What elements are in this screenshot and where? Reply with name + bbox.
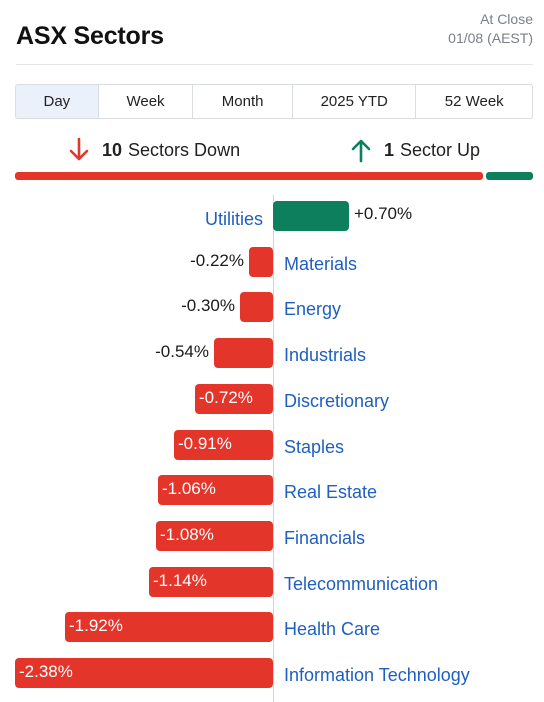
sector-bar — [158, 475, 273, 505]
market-status-label: At Close — [480, 11, 533, 27]
sector-name-link[interactable]: Health Care — [284, 619, 381, 639]
sectors-down-count: 10 — [102, 139, 123, 160]
sector-bar — [214, 338, 273, 368]
sector-change-label: -0.30% — [181, 296, 235, 315]
sector-bar — [15, 658, 273, 688]
sector-name-link[interactable]: Information Technology — [284, 665, 470, 685]
sector-row[interactable]: -2.38% Information Technology — [0, 657, 544, 689]
sector-row[interactable]: +0.70% Utilities — [0, 200, 544, 232]
sector-change-label: -0.22% — [190, 251, 244, 270]
sector-row[interactable]: -1.08% Financials — [0, 520, 544, 552]
sector-row[interactable]: -0.22% Materials — [0, 246, 544, 278]
sector-change-label: -1.92% — [69, 616, 123, 635]
tab-month[interactable]: Month — [193, 85, 293, 118]
sector-bar — [149, 567, 273, 597]
sector-change-label: -0.72% — [199, 388, 253, 407]
advance-segment — [486, 172, 533, 180]
sector-row[interactable]: -0.91% Staples — [0, 429, 544, 461]
period-tabs: Day Week Month 2025 YTD 52 Week — [15, 84, 533, 119]
sectors-up-label: Sector Up — [400, 139, 481, 160]
sector-change-label: -2.38% — [19, 662, 73, 681]
sector-name-link[interactable]: Real Estate — [284, 482, 378, 502]
tab-2025-ytd[interactable]: 2025 YTD — [293, 85, 417, 118]
sector-bar — [249, 247, 273, 277]
sector-name-link[interactable]: Financials — [284, 528, 366, 548]
sector-name-link[interactable]: Utilities — [204, 209, 263, 229]
sector-name-link[interactable]: Staples — [284, 437, 345, 457]
sector-name-link[interactable]: Industrials — [284, 345, 367, 365]
advance-decline-bar — [15, 172, 533, 180]
sector-name-link[interactable]: Discretionary — [284, 391, 390, 411]
sector-change-label: -0.91% — [178, 434, 232, 453]
sector-name-link[interactable]: Telecommunication — [284, 574, 439, 594]
zero-axis — [273, 195, 274, 702]
sector-change-label: +0.70% — [354, 204, 413, 223]
sectors-up-summary: 1 Sector Up — [350, 136, 480, 164]
sector-row[interactable]: -1.14% Telecommunication — [0, 566, 544, 598]
arrow-down-icon — [69, 137, 89, 161]
decline-segment — [15, 172, 483, 180]
sector-bar — [156, 521, 273, 551]
tab-day[interactable]: Day — [16, 85, 99, 118]
sector-row[interactable]: -1.06% Real Estate — [0, 474, 544, 506]
sector-bar — [273, 201, 349, 231]
sector-bar — [240, 292, 273, 322]
sector-bar — [195, 384, 273, 414]
market-status: At Close 01/08 (AEST) — [448, 10, 533, 48]
sector-change-label: -0.54% — [155, 342, 209, 361]
sector-change-label: -1.14% — [153, 571, 207, 590]
sector-bar — [174, 430, 273, 460]
sector-change-label: -1.08% — [160, 525, 214, 544]
sector-name-link[interactable]: Energy — [284, 299, 342, 319]
sector-bar — [65, 612, 273, 642]
sector-row[interactable]: -0.72% Discretionary — [0, 383, 544, 415]
sectors-down-label: Sectors Down — [128, 139, 241, 160]
page-title: ASX Sectors — [16, 22, 164, 50]
sector-change-label: -1.06% — [162, 479, 216, 498]
market-status-date: 01/08 (AEST) — [448, 30, 533, 46]
arrow-up-icon — [351, 139, 371, 163]
tab-52-week[interactable]: 52 Week — [444, 93, 504, 110]
header: ASX Sectors At Close 01/08 (AEST) — [16, 0, 533, 65]
sector-row[interactable]: -0.30% Energy — [0, 291, 544, 323]
tab-week[interactable]: Week — [99, 85, 194, 118]
sector-name-link[interactable]: Materials — [284, 254, 358, 274]
sectors-up-count: 1 — [384, 139, 395, 160]
sector-row[interactable]: -0.54% Industrials — [0, 337, 544, 369]
sectors-down-summary: 10 Sectors Down — [68, 136, 240, 164]
sector-row[interactable]: -1.92% Health Care — [0, 611, 544, 643]
